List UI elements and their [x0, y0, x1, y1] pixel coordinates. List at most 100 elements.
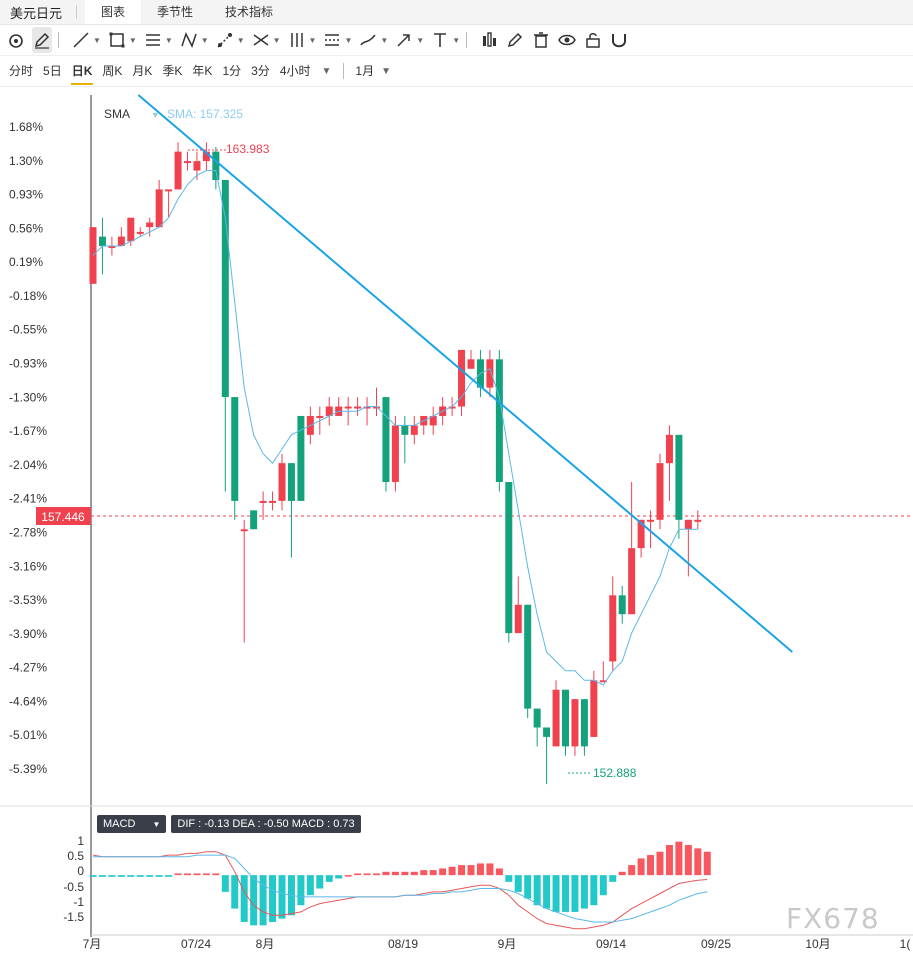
pattern-icon[interactable]: ▼ — [179, 27, 209, 53]
macd-histogram-bar — [363, 873, 371, 876]
x-tick-label: 08/19 — [388, 937, 418, 951]
y-tick-label: -3.53% — [9, 593, 47, 607]
candle-body — [240, 529, 248, 532]
candle-body — [609, 595, 617, 662]
macd-histogram-bar — [533, 875, 541, 906]
macd-histogram-bar — [325, 875, 333, 882]
macd-histogram-bar — [675, 841, 683, 876]
y-tick-label: -5.01% — [9, 728, 47, 742]
magnet-icon[interactable] — [6, 27, 26, 53]
candle-body — [269, 500, 277, 503]
macd-histogram-bar — [98, 875, 106, 877]
period-4h[interactable]: 4小时 — [279, 64, 311, 78]
period-quarterly[interactable]: 季K — [162, 64, 183, 78]
y-tick-label: -4.64% — [9, 694, 47, 708]
drawing-toolbar: ▼ ▼ ▼ ▼ ▼ ▼ ▼ ▼ ▼ ▼ ▼ — [0, 25, 913, 56]
rectangle-icon[interactable]: ▼ — [107, 27, 137, 53]
pitchfork-icon[interactable]: ▼ — [290, 33, 317, 47]
x-tick-label: 10月 — [805, 937, 830, 951]
fork-icon[interactable]: ▼ — [251, 27, 281, 53]
y-tick-label: -2.78% — [9, 525, 47, 539]
macd-histogram-bar — [495, 868, 503, 876]
arrow-icon[interactable]: ▼ — [394, 27, 424, 53]
ruler-icon[interactable]: ▼ — [215, 27, 245, 53]
macd-histogram-bar — [108, 875, 116, 877]
macd-histogram-bar — [410, 871, 418, 876]
macd-select[interactable]: MACD ▼ — [97, 815, 167, 833]
macd-histogram-bar — [448, 866, 456, 876]
text-icon[interactable]: ▼ — [430, 27, 460, 53]
parallel-lines-icon[interactable]: ▼ — [145, 34, 173, 46]
period-yearly[interactable]: 年K — [192, 64, 213, 78]
magnet-u-icon[interactable] — [609, 27, 629, 53]
high-marker-label: 163.983 — [226, 142, 270, 156]
period-intraday[interactable]: 分时 — [9, 64, 34, 78]
period-1min[interactable]: 1分 — [222, 64, 242, 78]
y-tick-label: 0.19% — [9, 255, 43, 269]
macd-histogram-bar — [136, 875, 144, 877]
macd-histogram-bar — [684, 845, 692, 876]
pencil-icon[interactable] — [32, 27, 52, 53]
tab-chart[interactable]: 图表 — [85, 0, 142, 24]
range-select[interactable]: 1月 — [355, 64, 375, 78]
x-tick-label: 7月 — [83, 937, 102, 951]
sma-label[interactable]: SMA — [104, 107, 130, 121]
x-tick-label: 1( — [900, 937, 911, 951]
brush-icon[interactable]: ▼ — [358, 27, 388, 53]
sma-caret-icon[interactable]: ▼ — [150, 110, 160, 120]
line-icon[interactable]: ▼ — [71, 27, 101, 53]
y-tick-label: -0.93% — [9, 357, 47, 371]
range-caret[interactable]: ▼ — [381, 65, 391, 77]
macd-y-label: 0.5 — [67, 849, 84, 863]
y-tick-label: 0.56% — [9, 221, 43, 235]
macd-histogram-bar — [656, 851, 664, 876]
bar-chart-icon[interactable] — [479, 27, 499, 53]
fib-icon[interactable]: ▼ — [325, 34, 353, 46]
macd-histogram-bar — [344, 875, 352, 877]
trendline — [137, 94, 793, 653]
divider — [76, 5, 78, 19]
y-tick-label: -0.18% — [9, 289, 47, 303]
trash-icon[interactable] — [531, 27, 551, 53]
candle-body — [98, 236, 106, 247]
candle-body — [221, 179, 229, 398]
macd-y-label: -0.5 — [63, 880, 84, 894]
candle-body — [524, 604, 532, 709]
y-tick-label: -3.16% — [9, 559, 47, 573]
period-weekly[interactable]: 周K — [102, 64, 123, 78]
low-marker-label: 152.888 — [593, 766, 637, 780]
candle-body — [401, 425, 409, 435]
macd-y-label: -1.5 — [63, 910, 84, 924]
lock-icon[interactable] — [583, 27, 603, 53]
y-tick-label: -5.39% — [9, 762, 47, 776]
edit-icon[interactable] — [505, 27, 525, 53]
more-periods-caret[interactable]: ▼ — [321, 65, 332, 77]
candle-body — [174, 151, 182, 190]
eye-icon[interactable] — [557, 27, 577, 53]
y-tick-label: 0.93% — [9, 188, 43, 202]
macd-caret-icon[interactable]: ▼ — [152, 820, 161, 829]
macd-histogram-bar — [155, 875, 163, 877]
macd-histogram-bar — [694, 848, 702, 876]
macd-dea-line — [93, 854, 708, 923]
tab-seasonal[interactable]: 季节性 — [157, 5, 194, 19]
price-chart[interactable]: 1.68% 1.30% 0.93% 0.56% 0.19% -0.18% -0.55% -0.… — [0, 88, 913, 956]
macd-histogram-bar — [524, 875, 532, 899]
period-5d[interactable]: 5日 — [43, 64, 62, 78]
sma-line — [92, 170, 698, 686]
period-monthly[interactable]: 月K — [132, 64, 153, 78]
candle-body — [486, 359, 494, 388]
period-daily[interactable]: 日K — [67, 57, 98, 85]
period-3min[interactable]: 3分 — [251, 64, 270, 78]
macd-histogram-bar — [628, 865, 636, 876]
candle-body — [684, 519, 692, 530]
candle-body — [202, 151, 210, 162]
candle-body — [136, 231, 144, 234]
candle-body — [363, 406, 371, 409]
macd-histogram-bar — [117, 875, 125, 877]
macd-histogram-bar — [174, 873, 182, 876]
candle-body — [590, 680, 598, 737]
tab-indicators[interactable]: 技术指标 — [225, 5, 274, 19]
candle-body — [429, 415, 437, 426]
candle-body — [571, 699, 579, 747]
